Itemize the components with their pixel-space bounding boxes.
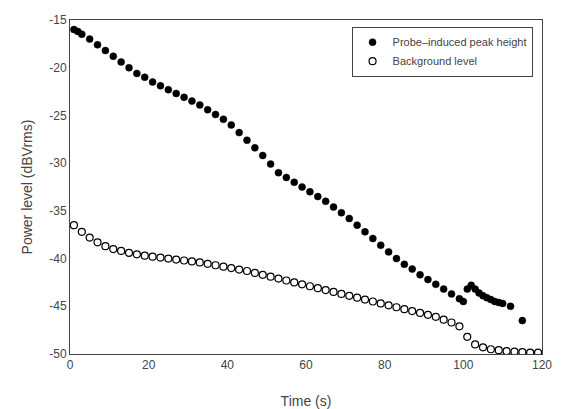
- svg-text:Background level: Background level: [393, 55, 477, 67]
- svg-text:Time (s): Time (s): [281, 393, 332, 409]
- svg-text:40: 40: [221, 358, 235, 372]
- svg-text:80: 80: [378, 358, 392, 372]
- svg-text:-50: -50: [49, 347, 67, 361]
- svg-text:-30: -30: [49, 156, 67, 170]
- svg-text:-35: -35: [49, 204, 67, 218]
- svg-text:Probe–induced peak height: Probe–induced peak height: [393, 36, 527, 48]
- svg-text:-15: -15: [49, 13, 67, 27]
- svg-text:20: 20: [142, 358, 156, 372]
- svg-text:100: 100: [453, 358, 473, 372]
- svg-text:0: 0: [67, 358, 74, 372]
- svg-text:-20: -20: [49, 61, 67, 75]
- svg-text:-25: -25: [49, 109, 67, 123]
- svg-text:-40: -40: [49, 252, 67, 266]
- svg-text:Power level (dBVrms): Power level (dBVrms): [19, 120, 35, 255]
- svg-text:60: 60: [299, 358, 313, 372]
- svg-text:120: 120: [532, 358, 552, 372]
- svg-text:-45: -45: [49, 299, 67, 313]
